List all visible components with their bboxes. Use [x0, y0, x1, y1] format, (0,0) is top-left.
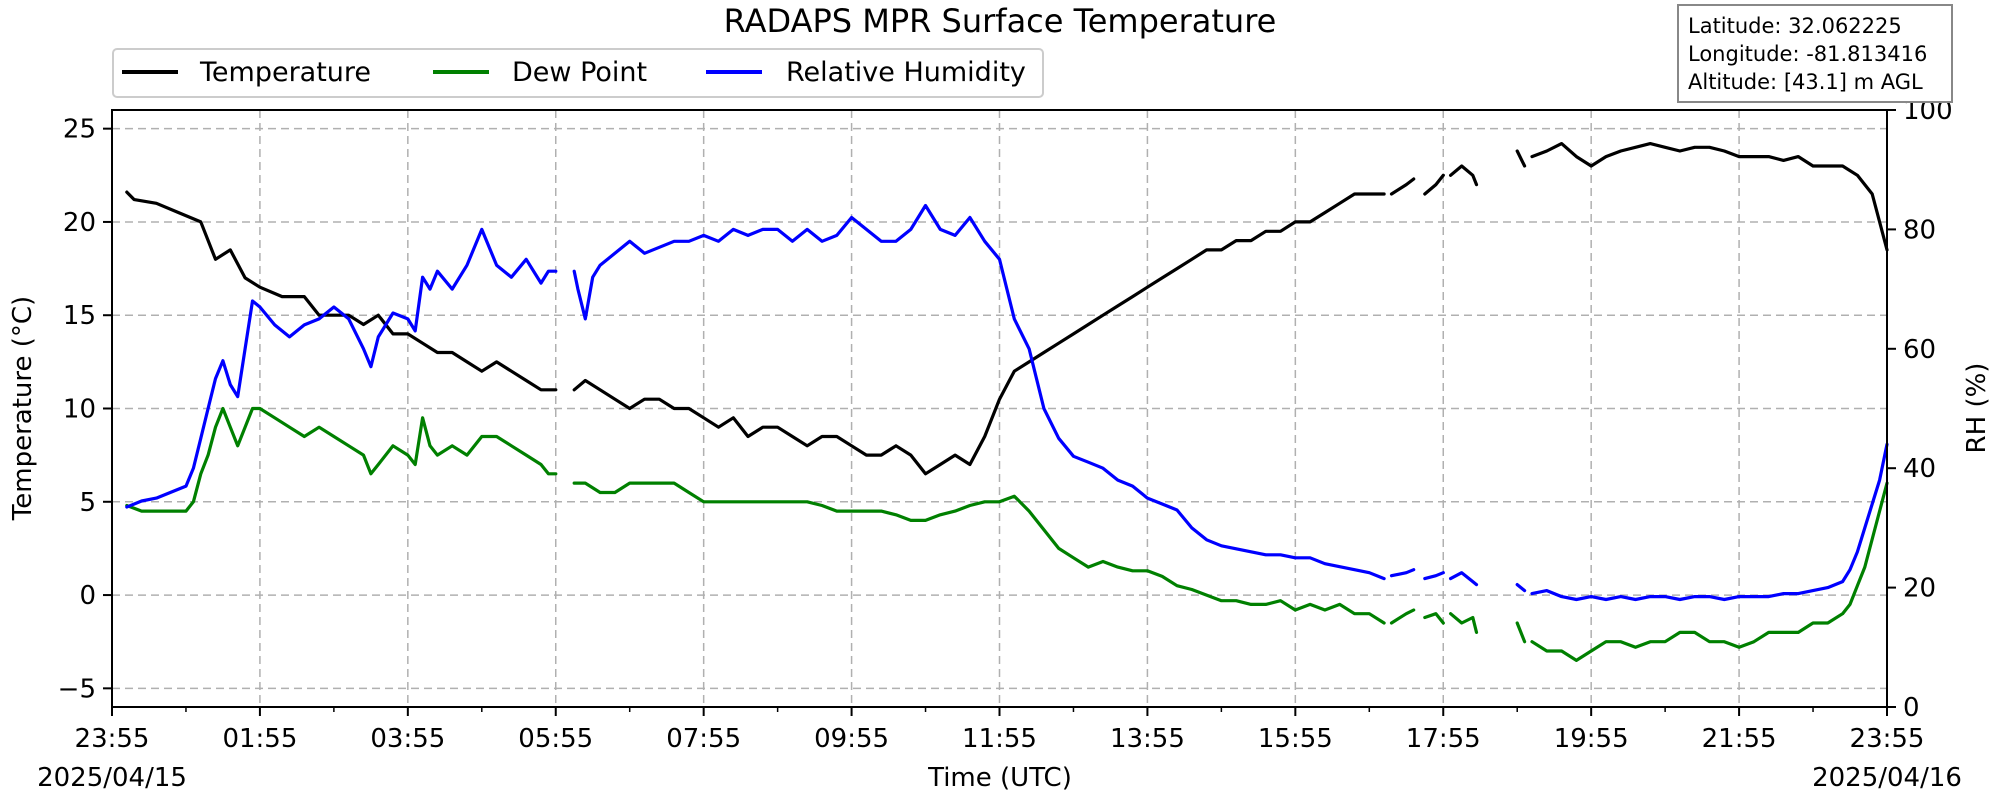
legend-box — [112, 48, 1044, 98]
series-line-dew-point — [1389, 608, 1416, 625]
series-line-dew-point — [1449, 612, 1479, 634]
series-line-relative-humidity — [572, 203, 1386, 581]
left-axis: −5 0 5 10 15 20 25 — [58, 115, 112, 704]
x-tick-label: 19:55 — [1554, 724, 1629, 754]
x-tick-label: 23:55 — [75, 724, 150, 754]
chart-title: RADAPS MPR Surface Temperature — [724, 2, 1277, 40]
series-line-temperature — [1530, 142, 1889, 252]
series-line-temperature — [1423, 173, 1445, 196]
series-line-temperature — [1389, 177, 1416, 196]
series-line-dew-point — [572, 481, 1386, 625]
series-line-relative-humidity — [1530, 442, 1889, 602]
series-line-relative-humidity — [1449, 571, 1479, 587]
series-line-dew-point — [1515, 621, 1527, 644]
left-tick-label: −5 — [58, 674, 96, 704]
x-tick-label: 13:55 — [1110, 724, 1185, 754]
legend-label-temperature: Temperature — [199, 57, 371, 88]
x-tick-label: 11:55 — [962, 724, 1037, 754]
left-tick-label: 20 — [63, 208, 96, 238]
left-tick-label: 5 — [79, 488, 96, 518]
right-axis-label: RH (%) — [1962, 363, 1992, 454]
left-tick-label: 10 — [63, 395, 96, 425]
series-line-temperature — [1515, 149, 1527, 168]
series-line-temperature — [572, 192, 1386, 476]
left-tick-label: 0 — [79, 581, 96, 611]
x-tick-label: 15:55 — [1258, 724, 1333, 754]
x-axis: 23:55 01:55 03:55 05:55 07:55 09:55 11:55 13:55… — [75, 707, 1925, 754]
series-line-relative-humidity — [1423, 571, 1445, 581]
series-line-relative-humidity — [125, 227, 558, 509]
series-layer — [125, 142, 1889, 662]
series-line-dew-point — [125, 406, 558, 513]
left-tick-label: 15 — [63, 301, 96, 331]
legend-label-dew-point: Dew Point — [512, 57, 647, 88]
series-line-temperature — [1449, 164, 1479, 187]
start-date-label: 2025/04/15 — [37, 763, 187, 793]
x-tick-label: 05:55 — [518, 724, 593, 754]
x-tick-label: 23:55 — [1850, 724, 1925, 754]
series-line-relative-humidity — [1515, 583, 1527, 593]
x-axis-label: Time (UTC) — [927, 763, 1072, 793]
series-line-dew-point — [1530, 481, 1889, 662]
right-tick-label: 60 — [1903, 335, 1936, 365]
series-line-relative-humidity — [1389, 568, 1416, 578]
station-info-frame — [1677, 4, 1953, 103]
series-line-temperature — [125, 190, 558, 392]
right-tick-label: 20 — [1903, 574, 1936, 604]
right-tick-label: 40 — [1903, 454, 1936, 484]
x-tick-label: 09:55 — [814, 724, 889, 754]
x-tick-label: 01:55 — [222, 724, 297, 754]
series-line-dew-point — [1423, 612, 1445, 625]
longitude-text: Longitude: -81.813416 — [1688, 42, 1927, 66]
x-tick-label: 03:55 — [370, 724, 445, 754]
legend: Temperature Dew Point Relative Humidity — [112, 48, 1044, 98]
latitude-text: Latitude: 32.062225 — [1688, 14, 1902, 38]
grid-layer — [112, 110, 1887, 707]
x-tick-label: 17:55 — [1406, 724, 1481, 754]
right-tick-label: 80 — [1903, 215, 1936, 245]
legend-label-relative-humidity: Relative Humidity — [786, 57, 1026, 88]
x-tick-label: 21:55 — [1702, 724, 1777, 754]
station-info-box: Latitude: 32.062225 Longitude: -81.81341… — [1677, 4, 1953, 103]
x-tick-label: 07:55 — [666, 724, 741, 754]
end-date-label: 2025/04/16 — [1812, 763, 1962, 793]
left-axis-label: Temperature (°C) — [8, 296, 38, 521]
right-tick-label: 0 — [1903, 693, 1920, 723]
altitude-text: Altitude: [43.1] m AGL — [1688, 70, 1923, 94]
left-tick-label: 25 — [63, 115, 96, 145]
